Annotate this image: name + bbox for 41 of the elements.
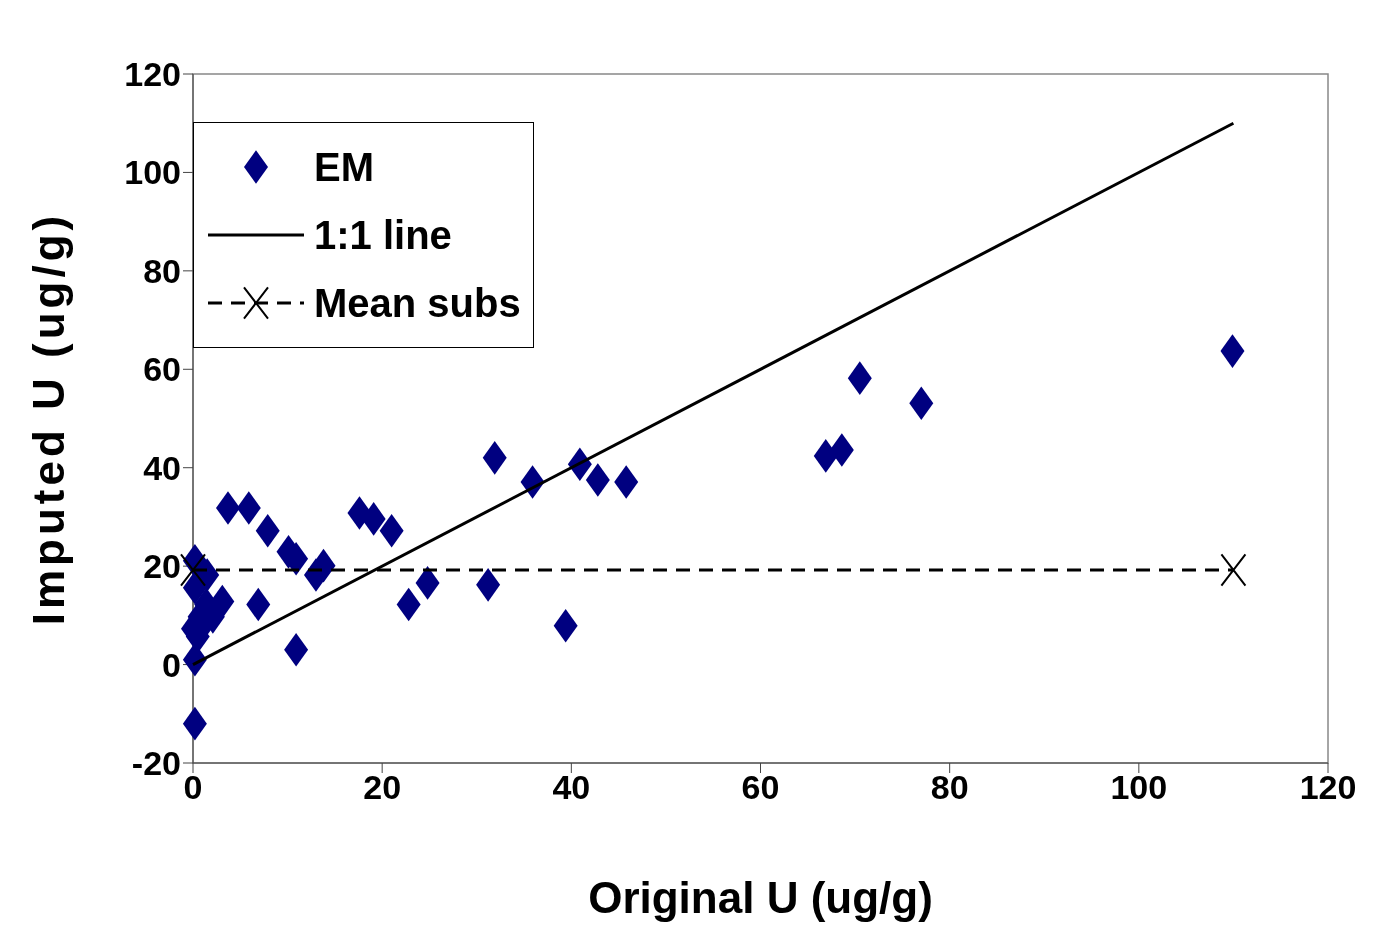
x-axis-title: Original U (ug/g) [588, 873, 933, 922]
x-tick-label: 120 [1299, 768, 1357, 807]
y-tick-label: 20 [143, 547, 181, 586]
point [255, 513, 280, 548]
point [585, 463, 610, 497]
legend-label: Mean subs [314, 280, 521, 326]
point [284, 633, 309, 667]
point [909, 386, 934, 421]
point [236, 491, 261, 525]
point [180, 553, 206, 587]
legend-label: 1:1 line [314, 212, 452, 258]
x-tick-label: 80 [930, 768, 969, 807]
y-tick-label: 80 [143, 251, 181, 290]
point [415, 566, 440, 600]
point [361, 502, 386, 536]
point [1220, 553, 1247, 587]
legend-label: EM [314, 144, 374, 190]
point [216, 491, 240, 525]
y-tick-label: 60 [143, 350, 181, 389]
point [476, 568, 501, 602]
x-tick-label: 100 [1110, 768, 1168, 807]
point [1220, 334, 1245, 368]
y-tick-label: 40 [143, 448, 181, 487]
point [553, 608, 578, 643]
point [182, 706, 207, 741]
y-axis-title: Imputed U (ug/g) [23, 211, 73, 626]
y-tick-label: -20 [131, 744, 181, 783]
y-tick-label: 120 [124, 55, 181, 94]
point [379, 513, 404, 548]
y-tick-label: 0 [162, 645, 181, 684]
point [246, 587, 271, 622]
point [813, 439, 838, 473]
x-tick-label: 60 [741, 768, 780, 807]
point [396, 587, 421, 622]
x-tick-label: 20 [363, 768, 402, 807]
y-tick-label: 100 [124, 153, 181, 192]
point [847, 361, 872, 395]
point [829, 433, 854, 467]
point [614, 465, 639, 499]
point [482, 441, 507, 475]
x-tick-label: 40 [552, 768, 591, 807]
